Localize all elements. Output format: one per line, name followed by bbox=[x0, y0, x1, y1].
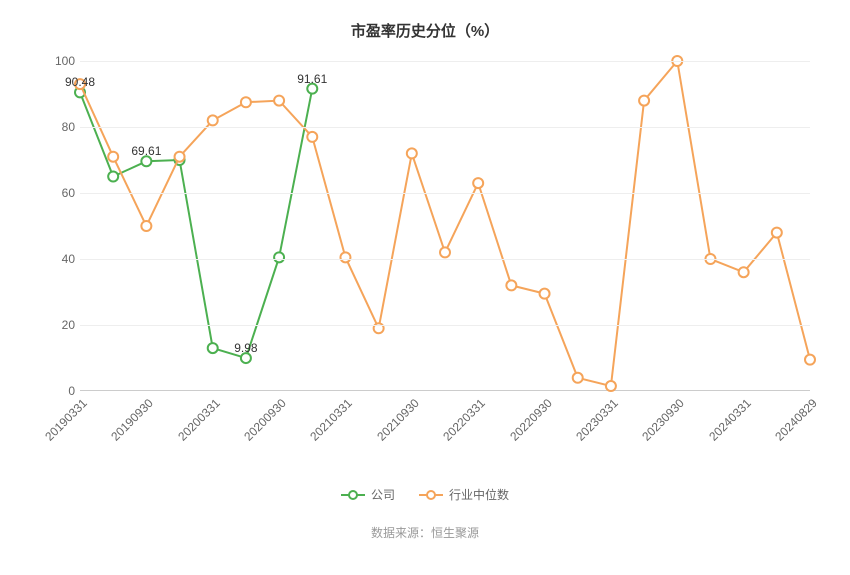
series-marker bbox=[772, 228, 782, 238]
series-marker bbox=[208, 343, 218, 353]
plot-wrapper: 020406080100 201903312019093020200331202… bbox=[30, 51, 820, 431]
plot-area bbox=[80, 61, 810, 391]
legend-swatch bbox=[419, 489, 443, 501]
series-marker bbox=[241, 97, 251, 107]
series-marker bbox=[506, 280, 516, 290]
y-tick-label: 100 bbox=[35, 54, 75, 68]
series-marker bbox=[108, 152, 118, 162]
series-marker bbox=[573, 373, 583, 383]
x-tick-label: 20190930 bbox=[109, 396, 157, 444]
data-point-label: 9.98 bbox=[234, 341, 257, 355]
series-marker bbox=[606, 381, 616, 391]
series-marker bbox=[407, 148, 417, 158]
series-marker bbox=[274, 252, 284, 262]
data-source-label: 数据来源： bbox=[371, 526, 431, 540]
x-tick-label: 20230331 bbox=[573, 396, 621, 444]
grid-line bbox=[80, 127, 810, 128]
y-tick-label: 0 bbox=[35, 384, 75, 398]
y-tick-label: 60 bbox=[35, 186, 75, 200]
data-source-value: 恒生聚源 bbox=[431, 526, 479, 540]
x-tick-label: 20240331 bbox=[706, 396, 754, 444]
x-tick-label: 20220331 bbox=[440, 396, 488, 444]
series-marker bbox=[340, 252, 350, 262]
series-marker bbox=[440, 247, 450, 257]
legend: 公司 行业中位数 bbox=[30, 486, 820, 504]
series-marker bbox=[274, 96, 284, 106]
chart-title: 市盈率历史分位（%） bbox=[30, 20, 820, 41]
legend-label: 行业中位数 bbox=[449, 486, 509, 503]
legend-item: 公司 bbox=[341, 486, 395, 503]
series-marker bbox=[739, 267, 749, 277]
x-tick-label: 20230930 bbox=[640, 396, 688, 444]
series-marker bbox=[307, 132, 317, 142]
x-tick-label: 20200331 bbox=[175, 396, 223, 444]
x-tick-label: 20190331 bbox=[42, 396, 90, 444]
series-marker bbox=[175, 152, 185, 162]
data-point-label: 69.61 bbox=[131, 144, 161, 158]
grid-line bbox=[80, 259, 810, 260]
chart-container: 市盈率历史分位（%） 0 20 40 60 80 100 20190331 20190930… bbox=[0, 0, 850, 575]
series-marker bbox=[639, 96, 649, 106]
y-tick-label: 40 bbox=[35, 252, 75, 266]
series-line bbox=[80, 61, 810, 386]
x-tick-label: 20220930 bbox=[507, 396, 555, 444]
grid-line bbox=[80, 61, 810, 62]
grid-line bbox=[80, 325, 810, 326]
x-tick-label: 20210930 bbox=[374, 396, 422, 444]
series-marker bbox=[540, 289, 550, 299]
data-point-label: 90.48 bbox=[65, 76, 95, 90]
series-marker bbox=[108, 172, 118, 182]
x-tick-label: 20240829 bbox=[772, 396, 820, 444]
legend-item: 行业中位数 bbox=[419, 486, 509, 503]
x-tick-label: 20200930 bbox=[241, 396, 289, 444]
grid-line bbox=[80, 193, 810, 194]
series-marker bbox=[208, 115, 218, 125]
data-point-label: 91.61 bbox=[297, 72, 327, 86]
series-line bbox=[80, 89, 312, 358]
series-marker bbox=[805, 355, 815, 365]
y-tick-label: 80 bbox=[35, 120, 75, 134]
data-source: 数据来源：恒生聚源 bbox=[30, 524, 820, 541]
y-tick-label: 20 bbox=[35, 318, 75, 332]
x-tick-label: 20210331 bbox=[308, 396, 356, 444]
series-marker bbox=[473, 178, 483, 188]
chart-svg bbox=[80, 61, 810, 390]
legend-swatch bbox=[341, 489, 365, 501]
legend-label: 公司 bbox=[371, 486, 395, 503]
series-marker bbox=[141, 221, 151, 231]
